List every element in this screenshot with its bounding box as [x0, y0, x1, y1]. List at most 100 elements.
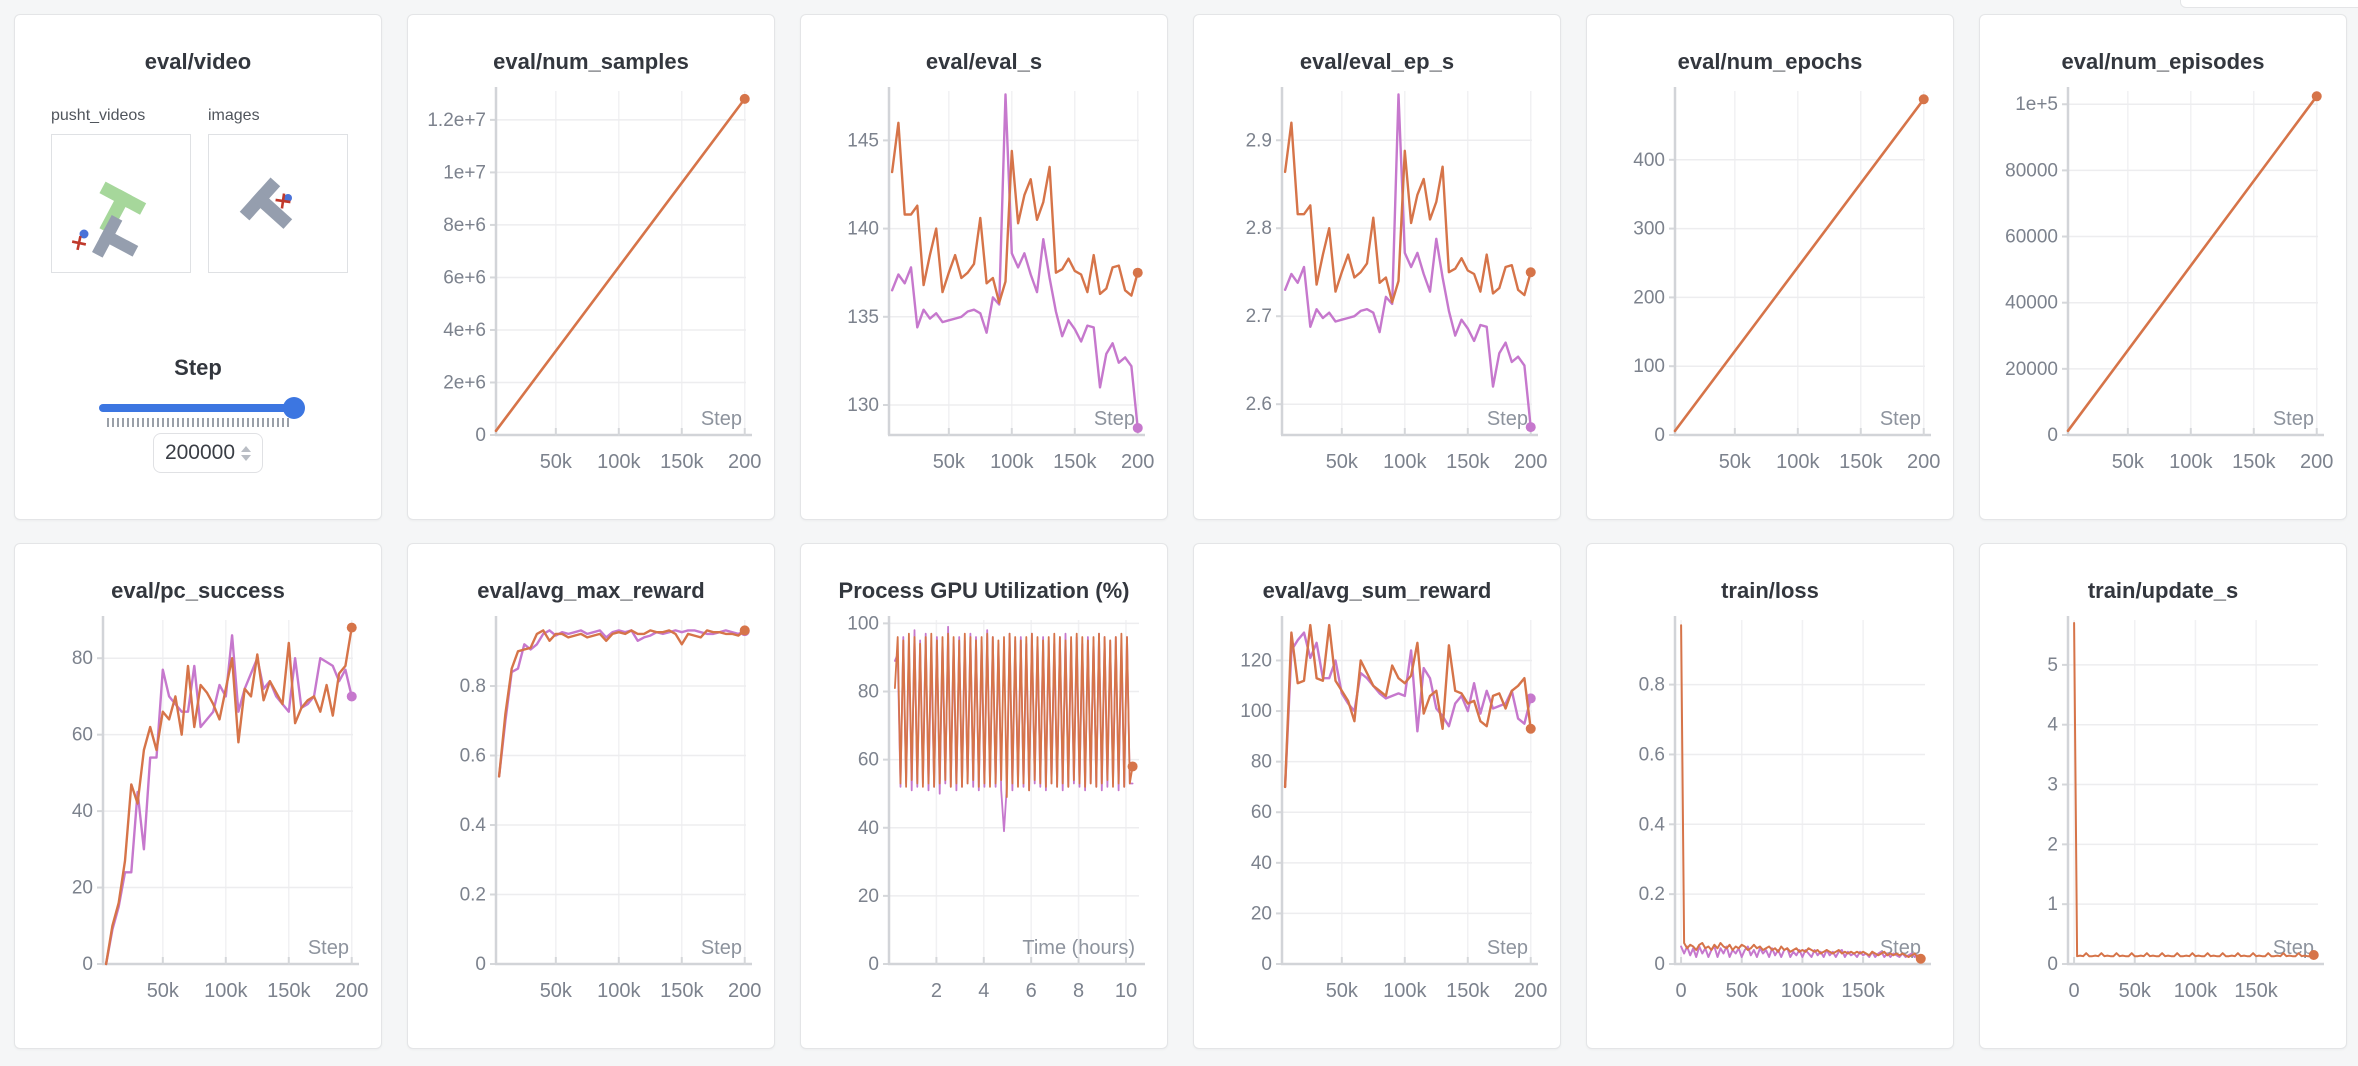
svg-text:50k: 50k	[2119, 980, 2152, 1002]
svg-text:150k: 150k	[2232, 451, 2276, 473]
svg-text:100k: 100k	[1383, 980, 1427, 1002]
panel-title: train/update_s	[2087, 578, 2239, 603]
svg-text:0.6: 0.6	[1639, 744, 1665, 765]
line-chart-avg-max-reward[interactable]: 0 0.2 0.4 0.6 0.8 50k 100k 150k 200 Step	[420, 608, 762, 1020]
agent-dot	[79, 229, 89, 239]
svg-text:150k: 150k	[660, 451, 704, 473]
svg-text:80: 80	[858, 682, 879, 703]
line-chart-eval-s[interactable]: 130 135 140 145 50k 100k 150k 200 Step	[813, 79, 1155, 491]
svg-text:100k: 100k	[1776, 451, 1820, 473]
panel-title: Process GPU Utilization (%)	[838, 578, 1130, 603]
step-number-input[interactable]: 200000	[153, 433, 263, 473]
svg-text:100k: 100k	[1383, 451, 1427, 473]
svg-text:300: 300	[1633, 219, 1665, 240]
panel-gpu-utilization[interactable]: Process GPU Utilization (%) 0 20 40 60 80 100…	[800, 543, 1168, 1049]
media-label-pusht-videos: pusht_videos	[51, 107, 146, 124]
svg-text:200: 200	[1907, 451, 1940, 473]
svg-text:140: 140	[847, 219, 879, 240]
panel-title: eval/avg_max_reward	[477, 578, 705, 603]
svg-text:40: 40	[1251, 853, 1272, 874]
svg-text:80: 80	[1251, 752, 1272, 773]
svg-text:150k: 150k	[1839, 451, 1883, 473]
svg-text:8e+6: 8e+6	[443, 215, 486, 236]
svg-text:8: 8	[1073, 980, 1084, 1002]
svg-text:100k: 100k	[990, 451, 1034, 473]
svg-text:200: 200	[2300, 451, 2333, 473]
svg-text:6e+6: 6e+6	[443, 267, 486, 288]
svg-text:0.4: 0.4	[460, 815, 487, 836]
step-slider-thumb[interactable]	[283, 397, 305, 419]
svg-text:200: 200	[728, 451, 761, 473]
svg-text:100k: 100k	[597, 980, 641, 1002]
svg-text:200: 200	[1121, 451, 1154, 473]
line-chart-avg-sum-reward[interactable]: 0 20 40 60 80 100 120 50k 100k 150k 200 Step	[1206, 608, 1548, 1020]
panel-eval-eval-s[interactable]: eval/eval_s 130 135 140 145 50k 100k 150k 200 St…	[800, 14, 1168, 520]
svg-text:135: 135	[847, 307, 879, 328]
panel-eval-avg-sum-reward[interactable]: eval/avg_sum_reward 0 20 40 60 80 100 120 50k 10…	[1193, 543, 1561, 1049]
svg-text:Step: Step	[308, 937, 349, 959]
line-chart-pc-success[interactable]: 0 20 40 60 80 50k 100k 150k 200 Step	[27, 608, 369, 1020]
svg-text:0: 0	[1261, 954, 1272, 975]
line-chart-num-samples[interactable]: 0 2e+6 4e+6 6e+6 8e+6 1e+7 1.2e+7 50k 100k 150k 20…	[420, 79, 762, 491]
svg-text:150k: 150k	[1841, 980, 1885, 1002]
panel-eval-pc-success[interactable]: eval/pc_success 0 20 40 60 80 50k 100k 150k 200 S…	[14, 543, 382, 1049]
svg-text:80: 80	[72, 648, 93, 669]
svg-text:2.6: 2.6	[1246, 394, 1272, 415]
svg-text:150k: 150k	[2234, 980, 2278, 1002]
chevron-down-icon[interactable]	[241, 454, 252, 461]
gray-t-shape	[239, 177, 293, 229]
media-label-images: images	[208, 107, 260, 124]
svg-text:200: 200	[728, 980, 761, 1002]
stepper-chevrons[interactable]	[241, 445, 252, 461]
svg-text:Step: Step	[701, 937, 742, 959]
svg-text:60: 60	[72, 725, 93, 746]
svg-text:2: 2	[2047, 834, 2058, 855]
svg-text:2: 2	[931, 980, 942, 1002]
panel-eval-num-samples[interactable]: eval/num_samples 0 2e+6 4e+6 6e+6 8e+6 1e+7 1.…	[407, 14, 775, 520]
svg-text:50k: 50k	[1719, 451, 1752, 473]
clipped-panel-fragment	[2180, 0, 2358, 8]
svg-text:120: 120	[1240, 650, 1272, 671]
svg-text:150k: 150k	[660, 980, 704, 1002]
svg-text:400: 400	[1633, 150, 1665, 171]
panel-title: eval/num_epochs	[1677, 49, 1863, 74]
svg-text:0: 0	[475, 425, 486, 446]
svg-text:6: 6	[1026, 980, 1037, 1002]
svg-text:0.2: 0.2	[1639, 884, 1665, 905]
svg-text:100: 100	[1240, 701, 1272, 722]
line-chart-num-episodes[interactable]: 0 20000 40000 60000 80000 1e+5 50k 100k 150k 200 S…	[1992, 79, 2334, 491]
panel-eval-eval-ep-s[interactable]: eval/eval_ep_s 2.6 2.7 2.8 2.9 50k 100k 150k 20…	[1193, 14, 1561, 520]
step-slider[interactable]	[99, 397, 305, 419]
svg-text:0.8: 0.8	[460, 676, 486, 697]
svg-text:2e+6: 2e+6	[443, 372, 486, 393]
goal-cross	[275, 193, 291, 209]
svg-text:4e+6: 4e+6	[443, 320, 486, 341]
svg-text:200: 200	[335, 980, 368, 1002]
panel-eval-video[interactable]: eval/video pusht_videos images	[14, 14, 382, 520]
svg-text:10: 10	[1115, 980, 1137, 1002]
svg-text:Step: Step	[701, 408, 742, 430]
svg-text:Step: Step	[1880, 408, 1921, 430]
svg-text:Step: Step	[2273, 408, 2314, 430]
line-chart-eval-ep-s[interactable]: 2.6 2.7 2.8 2.9 50k 100k 150k 200 Step	[1206, 79, 1548, 491]
panel-eval-avg-max-reward[interactable]: eval/avg_max_reward 0 0.2 0.4 0.6 0.8 50k 100k…	[407, 543, 775, 1049]
svg-text:50k: 50k	[2112, 451, 2145, 473]
panel-train-update-s[interactable]: train/update_s 0 1 2 3 4 5 0 50k 100k 150k Step	[1979, 543, 2347, 1049]
line-chart-num-epochs[interactable]: 0 100 200 300 400 50k 100k 150k 200 Step	[1599, 79, 1941, 491]
svg-text:20: 20	[72, 878, 93, 899]
svg-text:1e+5: 1e+5	[2015, 94, 2058, 115]
panel-train-loss[interactable]: train/loss 0 0.2 0.4 0.6 0.8 0 50k 100k 150k Step	[1586, 543, 1954, 1049]
panel-eval-num-epochs[interactable]: eval/num_epochs 0 100 200 300 400 50k 100k 150k…	[1586, 14, 1954, 520]
svg-text:20: 20	[858, 886, 879, 907]
panel-eval-num-episodes[interactable]: eval/num_episodes 0 20000 40000 60000 80000 1…	[1979, 14, 2347, 520]
chevron-up-icon[interactable]	[241, 445, 252, 452]
svg-text:100: 100	[847, 613, 879, 634]
svg-text:Step: Step	[1094, 408, 1135, 430]
svg-text:2.9: 2.9	[1246, 130, 1272, 151]
line-chart-gpu-utilization[interactable]: 0 20 40 60 80 100 2 4 6 8 10 Time (hours)	[813, 608, 1155, 1020]
svg-text:40: 40	[858, 818, 879, 839]
step-slider-ticks	[107, 418, 291, 427]
svg-text:4: 4	[978, 980, 989, 1002]
